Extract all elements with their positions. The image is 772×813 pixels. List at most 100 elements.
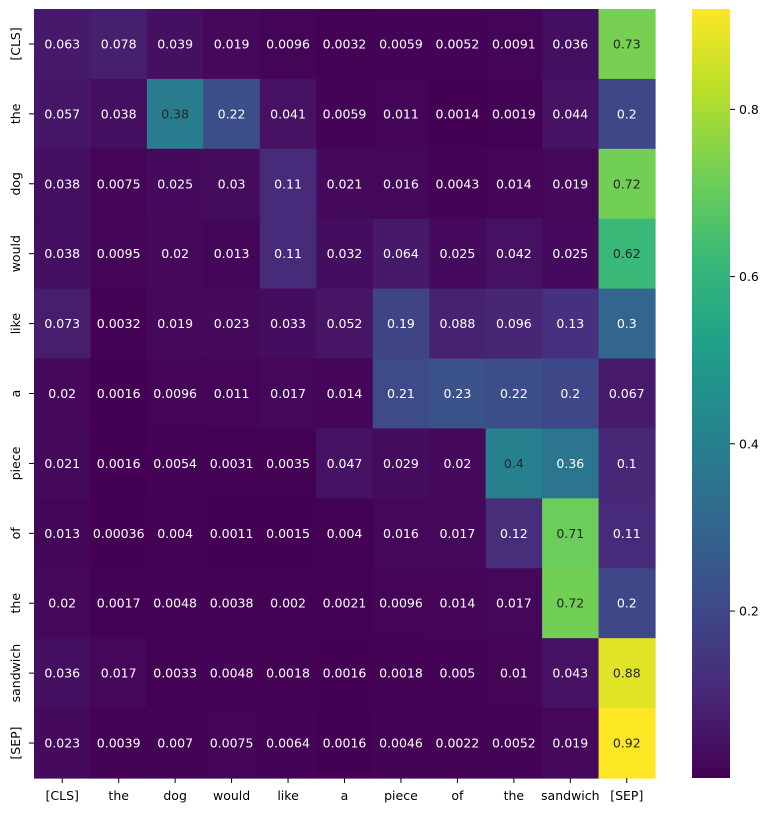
cell-value-label: 0.016: [383, 526, 419, 541]
cell-value-label: 0.0033: [153, 666, 197, 681]
heatmap-cell: [316, 568, 374, 639]
y-tick-label: like: [8, 313, 23, 335]
cell-value-label: 0.017: [440, 526, 476, 541]
heatmap-cell: [259, 638, 317, 709]
heatmap-cell: [146, 78, 204, 150]
heatmap-cell: [203, 498, 261, 569]
heatmap-cell: [429, 78, 487, 150]
heatmap-cell: [429, 358, 487, 430]
cell-value-label: 0.0091: [492, 36, 536, 51]
heatmap-cell: [372, 498, 430, 569]
heatmap-cell: [542, 9, 600, 80]
cell-value-label: 0.014: [440, 596, 476, 611]
heatmap-cell: [598, 78, 656, 150]
cell-value-label: 0.13: [556, 316, 584, 331]
cell-value-label: 0.073: [44, 316, 80, 331]
cell-value-label: 0.023: [214, 316, 250, 331]
heatmap-cell: [259, 428, 317, 499]
cell-value-label: 0.036: [552, 36, 588, 51]
heatmap-cell: [542, 288, 600, 360]
cell-value-label: 0.21: [387, 386, 415, 401]
cell-value-label: 0.2: [560, 386, 580, 401]
cell-value-label: 0.043: [552, 666, 588, 681]
heatmap-cell: [203, 148, 261, 220]
x-tick-label: the: [504, 788, 525, 803]
heatmap-cell: [372, 218, 430, 290]
heatmap-cell: [598, 9, 656, 80]
heatmap-cell: [316, 708, 374, 779]
cell-value-label: 0.36: [556, 456, 584, 471]
heatmap-cell: [90, 218, 148, 290]
cell-value-label: 0.0015: [266, 526, 310, 541]
heatmap-cell: [485, 708, 543, 779]
heatmap-cell: [485, 568, 543, 639]
heatmap-cell: [372, 358, 430, 430]
heatmap-cell: [372, 288, 430, 360]
heatmap-cell: [598, 708, 656, 779]
cell-value-label: 0.0043: [436, 176, 480, 191]
heatmap-cell: [90, 288, 148, 360]
cell-value-label: 0.0059: [379, 36, 423, 51]
heatmap-cell: [598, 218, 656, 290]
cell-value-label: 0.19: [387, 316, 415, 331]
heatmap-cell: [316, 78, 374, 150]
cell-value-label: 0.039: [157, 36, 193, 51]
cell-value-label: 0.042: [496, 246, 532, 261]
cell-value-label: 0.025: [157, 176, 193, 191]
cell-value-label: 0.041: [270, 106, 306, 121]
cell-value-label: 0.0011: [210, 526, 254, 541]
heatmap-cell: [203, 9, 261, 80]
heatmap-cell: [372, 428, 430, 499]
cell-value-label: 0.0052: [436, 36, 480, 51]
cell-value-label: 0.02: [443, 456, 471, 471]
cell-value-label: 0.016: [383, 176, 419, 191]
heatmap-cell: [372, 9, 430, 80]
cell-value-label: 0.038: [44, 176, 80, 191]
heatmap-cell: [34, 358, 92, 430]
heatmap-cell: [203, 358, 261, 430]
cell-value-label: 0.0031: [210, 456, 254, 471]
heatmap-cell: [598, 498, 656, 569]
heatmap-cell: [316, 498, 374, 569]
x-tick-label: [CLS]: [46, 788, 79, 803]
cell-value-label: 0.0021: [323, 596, 367, 611]
cell-value-label: 0.03: [218, 176, 246, 191]
cell-value-label: 0.007: [157, 736, 193, 751]
heatmap-cell: [429, 568, 487, 639]
cell-value-label: 0.62: [613, 246, 641, 261]
heatmap-cell: [259, 9, 317, 80]
cell-value-label: 0.12: [500, 526, 528, 541]
cell-value-label: 0.0096: [153, 386, 197, 401]
heatmap-cell: [485, 498, 543, 569]
heatmap-cell: [90, 78, 148, 150]
heatmap-cell: [542, 148, 600, 220]
heatmap-cell: [372, 78, 430, 150]
colorbar-tick-label: 0.2: [739, 604, 759, 619]
colorbar-gradient: [692, 9, 730, 778]
cell-value-label: 0.032: [327, 246, 363, 261]
heatmap-cell: [429, 288, 487, 360]
heatmap-cell: [146, 708, 204, 779]
cell-value-label: 0.017: [270, 386, 306, 401]
heatmap-cell: [34, 498, 92, 569]
cell-value-label: 0.088: [440, 316, 476, 331]
y-tick-label: a: [8, 390, 23, 398]
cell-value-label: 0.025: [552, 246, 588, 261]
heatmap-cell: [429, 218, 487, 290]
cell-value-label: 0.0096: [379, 596, 423, 611]
y-tick-label: of: [8, 527, 23, 540]
heatmap-cell: [203, 288, 261, 360]
heatmap-cell: [34, 78, 92, 150]
cell-value-label: 0.00036: [93, 526, 145, 541]
cell-value-label: 0.025: [440, 246, 476, 261]
heatmap-cell: [259, 708, 317, 779]
heatmap-cell: [146, 498, 204, 569]
x-tick-label: a: [341, 788, 349, 803]
cell-value-label: 0.0059: [323, 106, 367, 121]
cell-value-label: 0.004: [157, 526, 193, 541]
cell-value-label: 0.0054: [153, 456, 197, 471]
cell-value-label: 0.38: [161, 106, 189, 121]
heatmap-cell: [542, 428, 600, 499]
cell-value-label: 0.019: [214, 36, 250, 51]
cell-value-label: 0.017: [496, 596, 532, 611]
